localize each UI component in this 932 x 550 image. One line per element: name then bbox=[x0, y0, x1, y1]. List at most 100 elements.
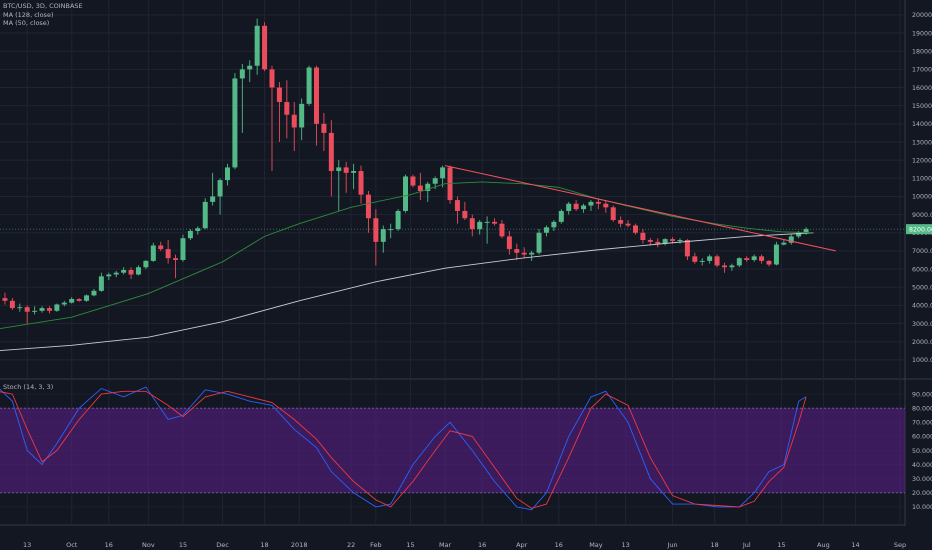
price-tick-label: 1000.00 bbox=[912, 357, 932, 364]
candle bbox=[365, 191, 371, 233]
candle-body bbox=[796, 232, 802, 237]
candle-body bbox=[803, 229, 809, 233]
candle bbox=[736, 257, 742, 268]
legend-ma-50[interactable]: MA (50, close) bbox=[3, 19, 50, 27]
candle bbox=[603, 200, 609, 213]
candle-body bbox=[291, 114, 297, 128]
candle-body bbox=[558, 210, 564, 222]
candle bbox=[632, 223, 638, 235]
time-tick-label: 18 bbox=[710, 541, 718, 549]
candle bbox=[180, 234, 186, 262]
candle-body bbox=[551, 221, 557, 228]
candle-body bbox=[573, 203, 579, 210]
candle bbox=[121, 267, 127, 275]
axes: 13 Oct 16 Nov 15 Dec 18 2018 22 Feb 15 Mar 16 Apr 16 Ma… bbox=[23, 12, 932, 549]
price-tick-label: 13000.00 bbox=[912, 139, 932, 146]
time-tick-label: 13 bbox=[621, 541, 629, 549]
stoch-tick-label: 10.0000 bbox=[912, 504, 932, 511]
candle-body bbox=[773, 244, 779, 265]
candle-body bbox=[759, 256, 765, 261]
candle bbox=[440, 165, 446, 188]
candle bbox=[403, 174, 409, 213]
candle-body bbox=[32, 310, 38, 312]
candle bbox=[469, 214, 475, 237]
time-tick-label: Jul bbox=[742, 541, 751, 549]
candle-body bbox=[232, 78, 238, 168]
candle bbox=[336, 160, 342, 211]
price-tick-label: 4000.00 bbox=[912, 303, 932, 310]
candle-body bbox=[262, 25, 268, 70]
candle bbox=[143, 259, 149, 270]
legend-ma-128[interactable]: MA (128, close) bbox=[3, 10, 54, 19]
candle bbox=[744, 256, 750, 262]
candle bbox=[699, 258, 705, 266]
candle-body bbox=[670, 239, 676, 241]
candle-body bbox=[173, 258, 179, 260]
candle bbox=[677, 238, 683, 244]
candle bbox=[543, 225, 549, 237]
time-tick-label: 16 bbox=[478, 541, 486, 549]
candle bbox=[595, 198, 601, 210]
candle bbox=[573, 200, 579, 211]
candle-body bbox=[410, 176, 416, 186]
candle bbox=[165, 240, 171, 264]
candle-body bbox=[217, 180, 223, 197]
time-tick-label: 2018 bbox=[291, 541, 308, 549]
candle-body bbox=[403, 176, 409, 211]
time-tick-label: 22 bbox=[347, 541, 355, 549]
candle-body bbox=[158, 245, 164, 250]
candle bbox=[195, 226, 201, 235]
candle bbox=[462, 201, 468, 221]
candle-body bbox=[484, 221, 490, 223]
candle-body bbox=[195, 228, 201, 231]
stoch-tick-label: 30.0000 bbox=[912, 476, 932, 483]
time-tick-label: 13 bbox=[23, 541, 31, 549]
legend-symbol[interactable]: BTC/USD, 3D, COINBASE bbox=[3, 2, 83, 10]
candle bbox=[135, 265, 141, 276]
candle bbox=[284, 80, 290, 139]
candle-body bbox=[744, 258, 750, 260]
candle bbox=[484, 216, 490, 244]
candle bbox=[684, 239, 690, 260]
candle-body bbox=[24, 307, 30, 312]
candle-body bbox=[432, 178, 438, 184]
candle bbox=[662, 238, 668, 246]
candle bbox=[351, 163, 357, 190]
ma-line bbox=[0, 232, 814, 352]
candle-body bbox=[336, 167, 342, 172]
candle-body bbox=[150, 245, 156, 261]
candle bbox=[477, 220, 483, 235]
price-tick-label: 16000.00 bbox=[912, 85, 932, 92]
candle bbox=[492, 218, 498, 226]
legend-stoch[interactable]: Stoch (14, 3, 3) bbox=[3, 383, 54, 391]
candle bbox=[655, 238, 661, 248]
candle bbox=[291, 102, 297, 152]
candle-body bbox=[736, 258, 742, 266]
price-tick-label: 17000.00 bbox=[912, 67, 932, 74]
candle bbox=[721, 262, 727, 273]
candle bbox=[618, 216, 624, 228]
candle bbox=[113, 270, 119, 278]
candle-body bbox=[91, 290, 97, 296]
price-tick-label: 12000.00 bbox=[912, 157, 932, 164]
candle bbox=[187, 229, 193, 241]
last-price-label: 8200.00 bbox=[909, 226, 932, 233]
time-tick-label: 15 bbox=[179, 541, 187, 549]
time-tick-label: Oct bbox=[66, 541, 78, 549]
candle bbox=[158, 241, 164, 251]
candle-body bbox=[625, 223, 631, 226]
candle bbox=[417, 172, 423, 201]
candle-body bbox=[506, 236, 512, 250]
candle-body bbox=[729, 265, 735, 268]
price-tick-label: 6000.00 bbox=[912, 266, 932, 273]
candle bbox=[106, 272, 112, 280]
candle bbox=[61, 300, 67, 307]
candle bbox=[262, 22, 268, 72]
candle bbox=[566, 201, 572, 215]
candle-body bbox=[128, 269, 134, 275]
candle bbox=[306, 65, 312, 106]
candle-body bbox=[284, 102, 290, 115]
candle-body bbox=[343, 167, 349, 173]
candle bbox=[788, 234, 794, 245]
